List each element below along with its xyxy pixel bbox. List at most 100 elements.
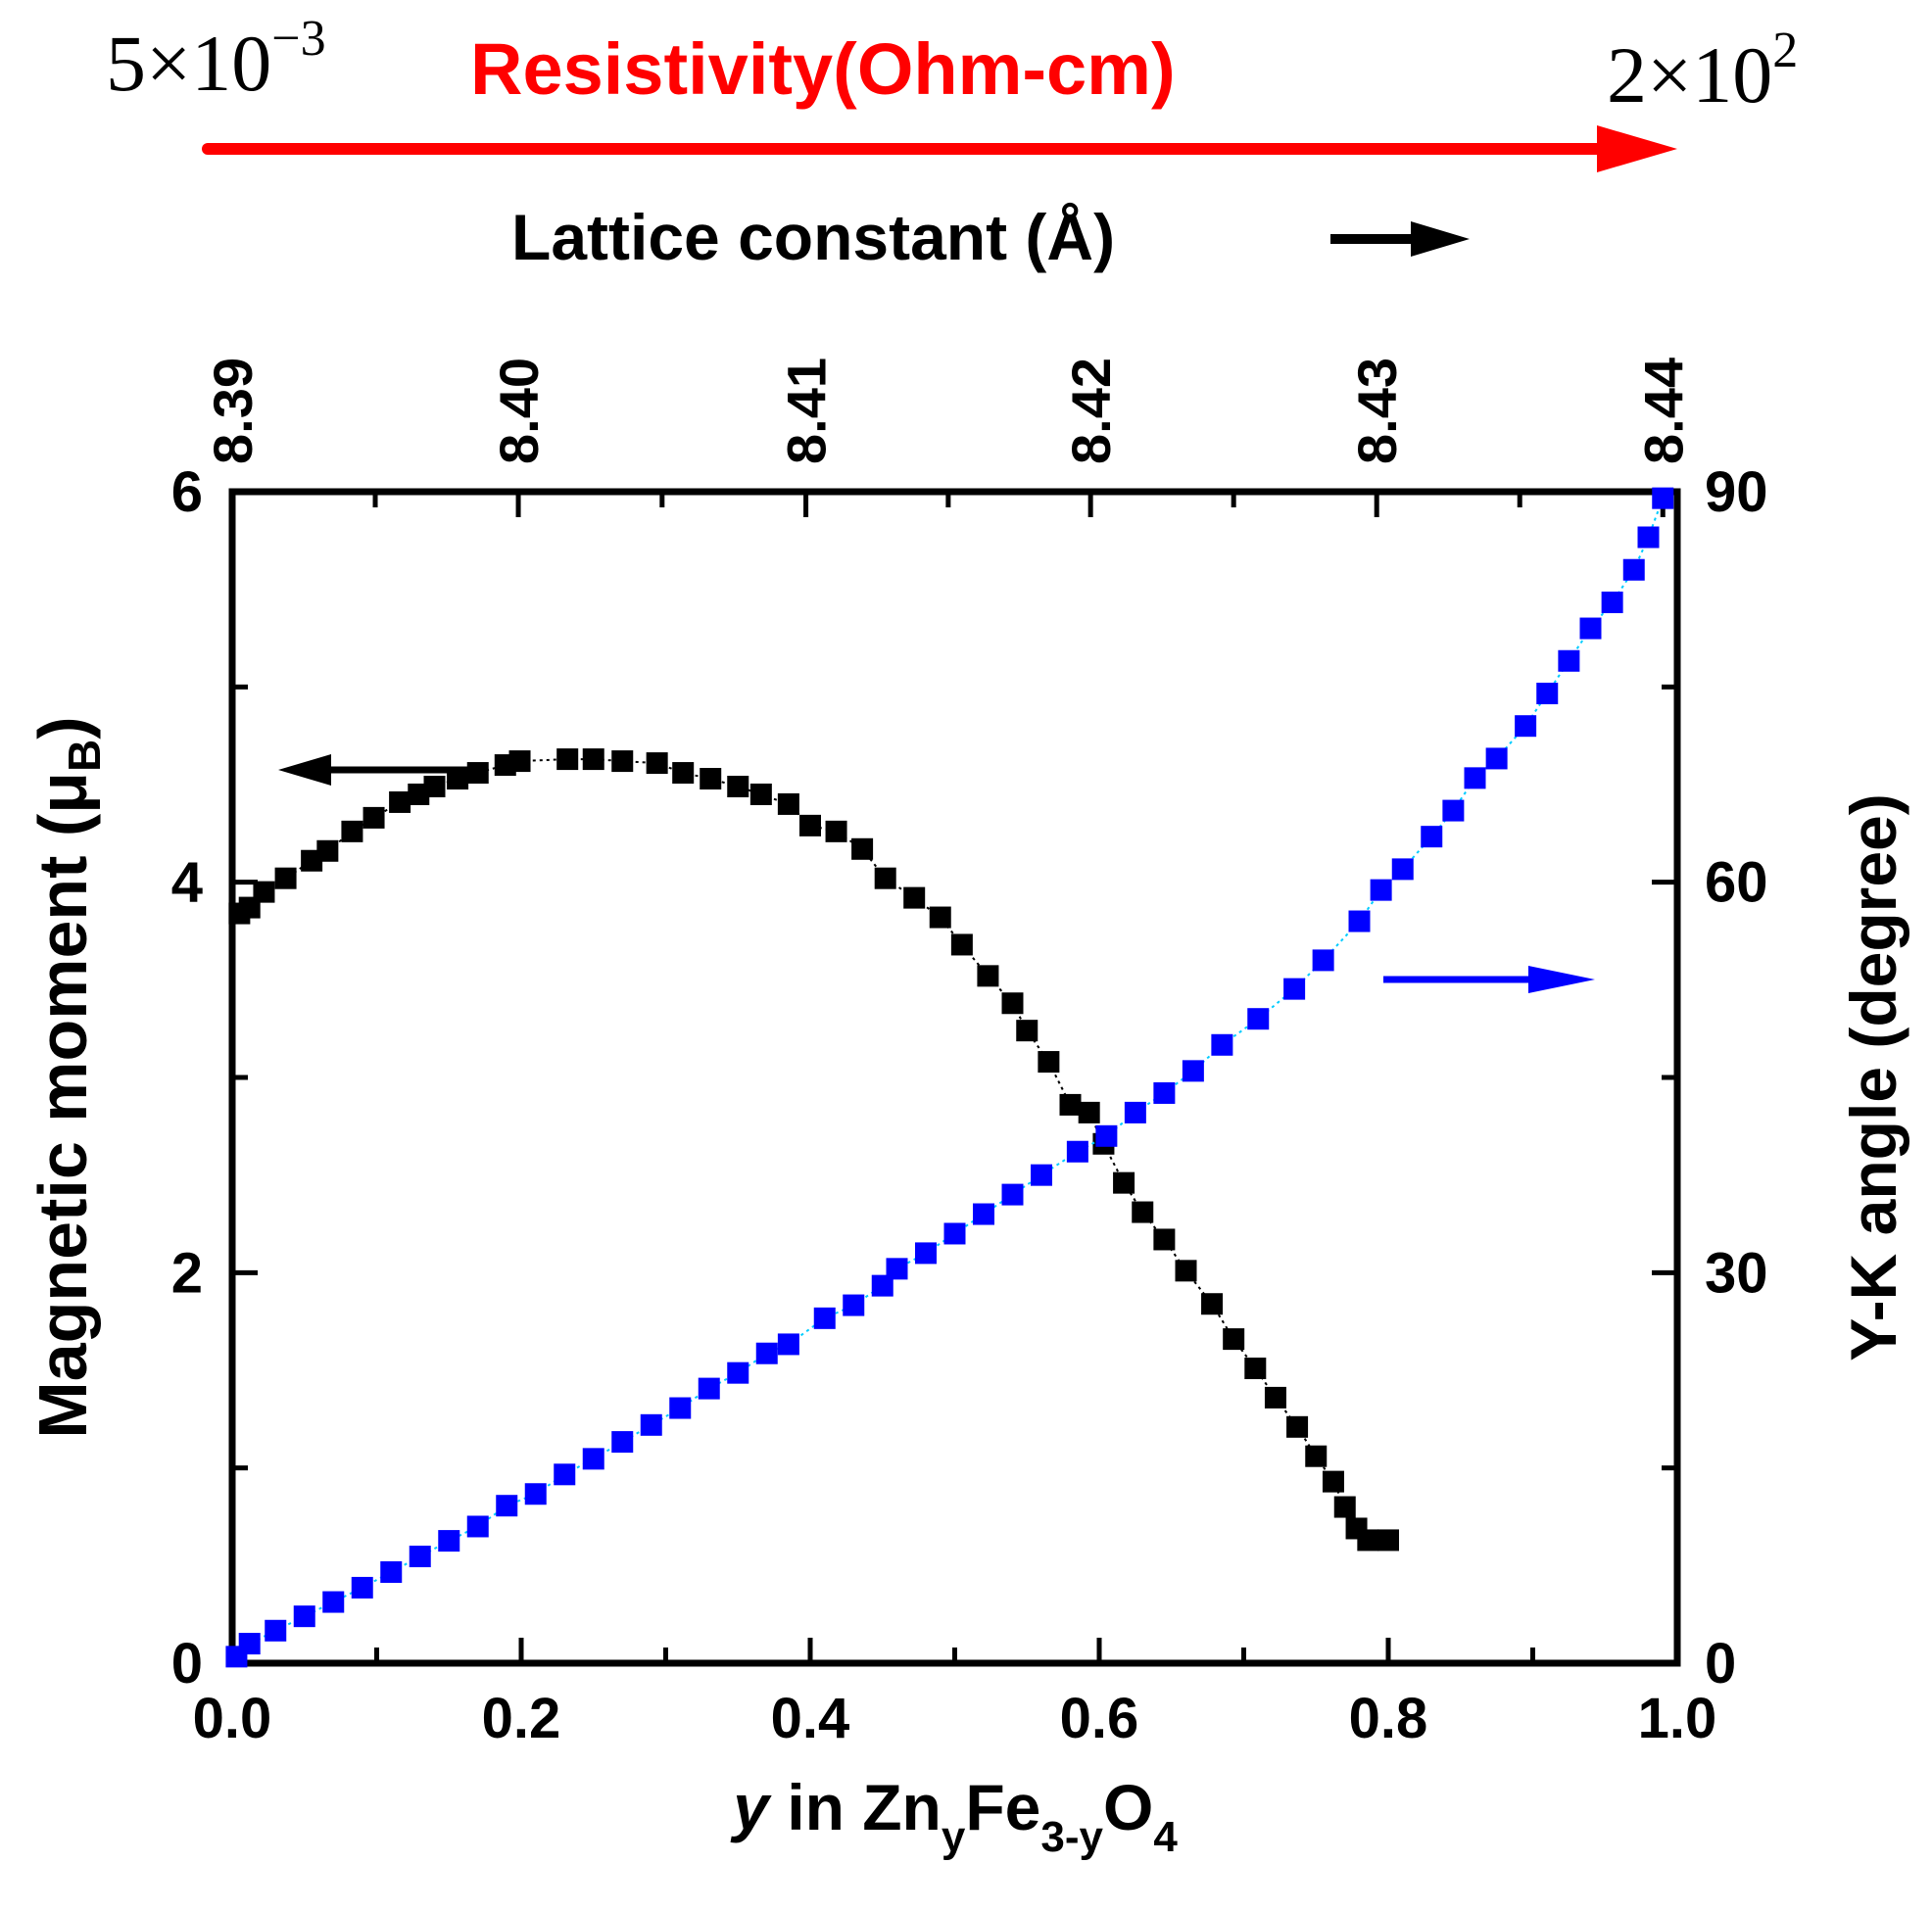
data-point: [727, 775, 749, 797]
x-tick-label: 0.8: [1349, 1687, 1428, 1750]
data-point: [1001, 1183, 1024, 1206]
resistivity-label: Resistivity(Ohm-cm): [470, 28, 1176, 110]
data-point: [253, 881, 275, 903]
lattice-constant-header: Lattice constant (Å): [511, 201, 1470, 273]
data-point: [1038, 1051, 1060, 1074]
data-point: [582, 1448, 604, 1470]
data-point: [777, 792, 799, 815]
data-point: [1485, 747, 1508, 770]
data-point: [351, 1576, 373, 1599]
data-point: [1637, 526, 1660, 549]
data-point: [843, 1294, 865, 1316]
data-point: [1579, 617, 1602, 640]
data-point: [825, 820, 847, 842]
data-point: [1175, 1260, 1197, 1282]
top-tick-label: 8.41: [776, 358, 838, 464]
data-point: [1357, 1529, 1379, 1552]
data-point: [1066, 1140, 1088, 1163]
data-point: [871, 1274, 894, 1297]
top-tick-label: 8.40: [488, 358, 550, 464]
data-point: [1536, 682, 1559, 704]
data-point: [851, 837, 874, 860]
data-point: [409, 1546, 431, 1568]
data-point: [929, 906, 951, 929]
data-point: [799, 814, 821, 836]
data-point: [1059, 1093, 1082, 1116]
data-point: [293, 1605, 315, 1628]
data-point: [1348, 910, 1371, 932]
data-point: [669, 1397, 692, 1419]
data-point: [1601, 591, 1623, 613]
data-point: [265, 1619, 287, 1642]
data-point: [1305, 1445, 1328, 1467]
data-point: [496, 1495, 518, 1517]
data-point: [1322, 1470, 1344, 1493]
y-left-tick-label: 4: [171, 851, 203, 915]
data-point: [524, 1483, 547, 1505]
x-tick-label: 1.0: [1638, 1687, 1717, 1750]
series-magnetic-moment: [228, 748, 1399, 1552]
series-line: [235, 498, 1665, 1658]
data-point: [749, 783, 772, 805]
data-point: [755, 1342, 778, 1364]
data-point: [380, 1560, 403, 1583]
data-point: [362, 806, 385, 829]
data-point: [1515, 715, 1537, 738]
data-point: [322, 1591, 345, 1613]
y-right-tick-label: 30: [1705, 1241, 1768, 1305]
y-right-tick-label: 90: [1705, 460, 1768, 524]
data-point: [1421, 826, 1443, 848]
y-left-tick-label: 6: [171, 460, 203, 524]
data-point: [389, 790, 411, 813]
data-point: [1286, 1415, 1309, 1438]
data-point: [672, 762, 695, 785]
y-axis-left-label: Magnetic moment (μB): [24, 716, 110, 1438]
data-point: [466, 1515, 489, 1538]
data-point: [1312, 949, 1334, 972]
x-tick-label: 0.6: [1060, 1687, 1139, 1750]
left-axis-arrow-icon: [278, 754, 468, 786]
data-point: [1124, 1101, 1146, 1123]
data-point: [1113, 1171, 1135, 1194]
lattice-arrow-icon: [1330, 221, 1470, 257]
x-tick-label: 0.2: [482, 1687, 561, 1750]
data-point: [1031, 1164, 1052, 1186]
data-point: [238, 1633, 261, 1655]
data-point: [423, 775, 446, 797]
data-point: [1377, 1529, 1399, 1552]
data-point: [1095, 1124, 1118, 1147]
x-axis-label: y in ZnyFe3-yO4: [730, 1771, 1178, 1861]
y-axis-right-label: Y-K angle (degree): [1837, 793, 1909, 1361]
data-point: [316, 839, 339, 862]
data-point: [1264, 1386, 1286, 1409]
y-right-tick-label: 0: [1705, 1632, 1736, 1696]
series-layer: [225, 487, 1674, 1668]
data-point: [1442, 799, 1465, 822]
data-point: [508, 750, 531, 773]
data-point: [1333, 1496, 1356, 1518]
data-point: [1001, 992, 1024, 1015]
y-left-tick-label: 2: [171, 1241, 203, 1305]
top-axis-label: Lattice constant (Å): [511, 201, 1115, 273]
y-left-tick-label: 0: [171, 1632, 203, 1696]
resistivity-arrow-icon: [202, 125, 1677, 172]
top-tick-label: 8.43: [1346, 358, 1408, 464]
data-point: [438, 1530, 460, 1553]
data-point: [1283, 978, 1306, 1000]
data-point: [611, 750, 634, 773]
data-point: [700, 768, 722, 790]
data-point: [1247, 1008, 1270, 1030]
data-point: [698, 1377, 720, 1400]
data-point: [582, 748, 604, 771]
data-point: [950, 933, 973, 956]
series-line: [238, 758, 1388, 1542]
data-point: [1201, 1293, 1224, 1315]
top-tick-label: 8.44: [1632, 358, 1694, 464]
data-point: [554, 1463, 576, 1486]
data-point: [1652, 487, 1674, 509]
data-point: [1370, 879, 1392, 901]
y-right-tick-label: 60: [1705, 851, 1768, 915]
x-tick-label: 0.4: [771, 1687, 850, 1750]
